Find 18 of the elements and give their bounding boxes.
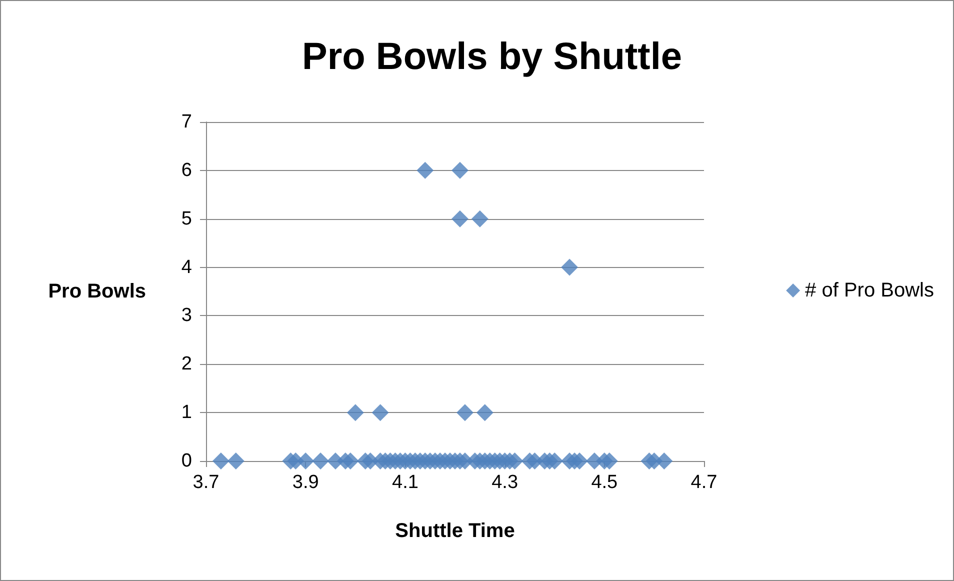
x-axis-title: Shuttle Time: [395, 520, 515, 542]
y-tick-label: 0: [181, 450, 192, 472]
y-axis-title: Pro Bowls: [48, 280, 146, 302]
y-tick-label: 7: [181, 112, 192, 132]
x-tick-label: 4.3: [492, 472, 518, 493]
y-tick-label: 1: [181, 402, 192, 424]
y-tick-label: 5: [181, 208, 192, 230]
x-tick-label: 4.1: [392, 472, 418, 493]
y-tick-label: 2: [181, 354, 192, 375]
chart-title: Pro Bowls by Shuttle: [302, 36, 682, 78]
x-tick-label: 3.9: [292, 472, 319, 493]
y-tick-label: 6: [181, 160, 192, 181]
x-tick-label: 3.7: [192, 472, 220, 493]
y-tick-label: 3: [181, 305, 192, 326]
y-tick-label: 4: [181, 256, 192, 278]
x-tick-label: 4.7: [690, 472, 718, 493]
legend-label: # of Pro Bowls: [805, 280, 934, 302]
x-tick-label: 4.5: [591, 472, 618, 493]
